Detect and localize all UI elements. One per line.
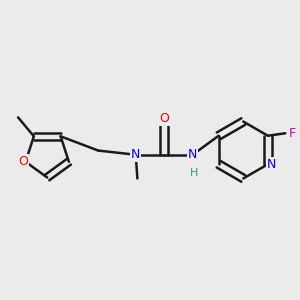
Text: O: O (18, 154, 28, 168)
Text: N: N (131, 148, 140, 161)
Text: N: N (267, 158, 276, 171)
Text: F: F (289, 127, 296, 140)
Text: O: O (159, 112, 169, 125)
Text: N: N (188, 148, 197, 161)
Text: H: H (189, 168, 198, 178)
